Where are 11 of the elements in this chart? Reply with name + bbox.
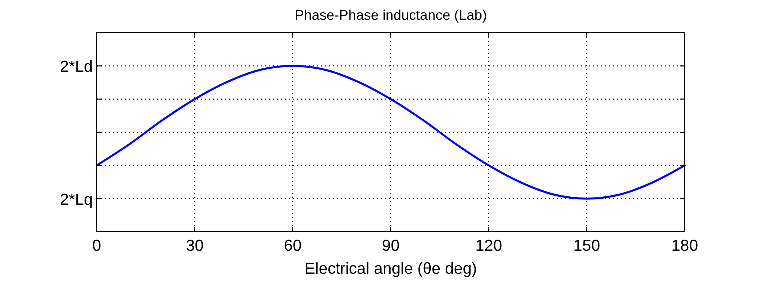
x-tick-label: 150: [574, 238, 600, 255]
x-tick-label: 120: [476, 238, 502, 255]
x-tick-label: 0: [92, 238, 102, 255]
x-axis-title: Electrical angle (θe deg): [304, 261, 478, 278]
x-tick-label: 30: [186, 238, 204, 255]
text: 2*Ld: [60, 59, 93, 76]
chart-title: Phase-Phase inductance (Lab): [294, 7, 488, 23]
x-tick-label: 60: [284, 238, 302, 255]
x-tick-label: 90: [382, 238, 400, 255]
x-tick-label: 180: [672, 238, 698, 255]
text: 2*Lq: [60, 192, 93, 209]
